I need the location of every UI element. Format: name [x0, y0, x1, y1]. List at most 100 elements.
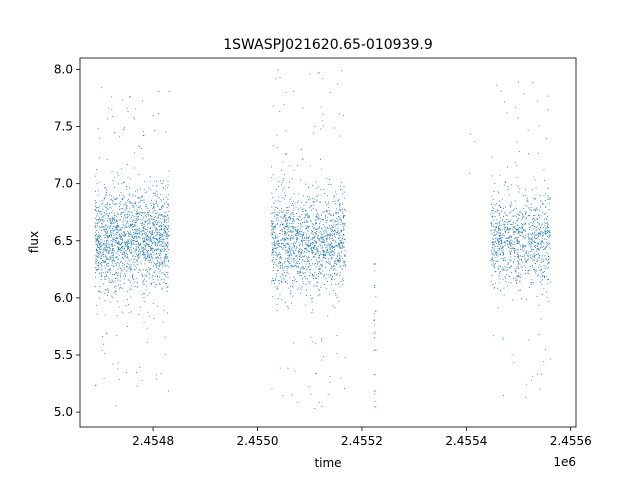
data-point	[534, 231, 536, 233]
data-point	[335, 213, 337, 214]
data-point	[124, 235, 126, 237]
data-point	[137, 260, 139, 262]
data-point	[336, 217, 338, 219]
data-point	[142, 223, 144, 225]
data-point	[125, 234, 126, 236]
data-point	[273, 283, 275, 285]
data-point	[326, 248, 328, 250]
data-point	[116, 335, 118, 337]
data-point	[283, 279, 285, 281]
data-point	[280, 261, 281, 263]
data-point	[287, 265, 289, 267]
data-point	[288, 216, 290, 218]
data-point	[274, 279, 276, 281]
data-point	[274, 243, 276, 245]
data-point	[108, 244, 110, 246]
data-point	[167, 227, 169, 229]
data-point	[282, 263, 284, 265]
data-point	[290, 238, 292, 239]
data-point	[152, 218, 154, 220]
data-point	[514, 251, 515, 253]
data-point	[502, 339, 504, 340]
data-point	[335, 212, 337, 214]
data-point	[530, 207, 532, 209]
data-point	[157, 243, 159, 245]
data-point	[497, 260, 499, 262]
data-point	[305, 210, 306, 212]
data-point	[114, 241, 116, 243]
data-point	[119, 247, 121, 249]
data-point	[336, 296, 338, 298]
data-point	[145, 275, 147, 277]
data-point	[542, 235, 543, 237]
data-point	[302, 243, 304, 245]
data-point	[523, 229, 525, 231]
data-point	[166, 222, 168, 223]
data-point	[548, 236, 550, 238]
data-point	[312, 274, 314, 276]
data-point	[115, 285, 117, 287]
data-point	[162, 264, 164, 266]
data-point	[284, 153, 286, 155]
data-point	[97, 262, 99, 264]
data-point	[314, 236, 316, 237]
data-point	[494, 244, 496, 246]
data-point	[289, 248, 291, 250]
data-point	[145, 206, 147, 208]
data-point	[317, 237, 318, 239]
data-point	[538, 242, 539, 244]
data-point	[343, 217, 344, 219]
data-point	[143, 237, 145, 239]
data-point	[129, 249, 130, 251]
data-point	[106, 246, 108, 247]
data-point	[330, 258, 332, 260]
data-point	[119, 136, 121, 138]
data-point	[332, 305, 334, 307]
data-point	[498, 241, 500, 242]
data-point	[309, 283, 311, 284]
data-point	[127, 248, 128, 250]
data-point	[301, 209, 303, 210]
data-point	[155, 202, 157, 204]
data-point	[136, 267, 138, 269]
data-point	[121, 183, 123, 185]
data-point	[106, 232, 108, 234]
data-point	[509, 276, 511, 277]
data-point	[121, 247, 123, 249]
data-point	[279, 252, 280, 254]
data-point	[331, 250, 333, 251]
data-point	[152, 247, 154, 249]
data-point	[271, 260, 273, 262]
data-point	[329, 213, 331, 215]
data-point	[126, 241, 128, 243]
data-point	[279, 201, 281, 203]
data-point	[498, 230, 499, 231]
data-point	[298, 193, 300, 195]
data-point	[143, 254, 145, 256]
data-point	[141, 212, 142, 213]
data-point	[107, 208, 109, 210]
data-point	[278, 254, 280, 255]
data-point	[502, 245, 503, 247]
data-point	[321, 247, 323, 249]
data-point	[127, 242, 129, 244]
data-point	[118, 249, 120, 251]
data-point	[166, 214, 168, 216]
data-point	[306, 248, 307, 250]
data-point	[519, 211, 521, 213]
data-point	[492, 238, 493, 240]
data-point	[287, 272, 289, 274]
data-point	[495, 260, 497, 262]
data-point	[345, 209, 346, 211]
data-point	[508, 194, 510, 196]
data-point	[527, 251, 529, 253]
data-point	[118, 378, 120, 380]
data-point	[133, 205, 135, 207]
data-point	[168, 170, 170, 172]
data-point	[115, 233, 117, 235]
data-point	[497, 266, 499, 267]
data-point	[116, 256, 118, 258]
data-point	[116, 253, 118, 255]
data-point	[168, 249, 169, 250]
data-point	[150, 268, 152, 270]
